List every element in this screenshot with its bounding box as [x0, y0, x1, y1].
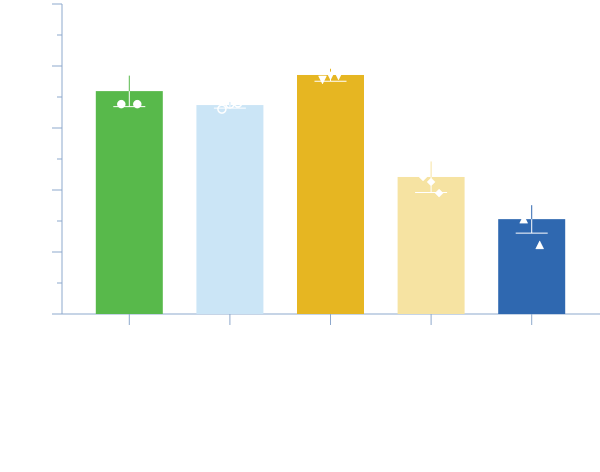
data-point	[418, 172, 428, 182]
data-point	[133, 99, 142, 109]
bar	[498, 219, 566, 314]
bar	[196, 105, 264, 314]
data-point	[117, 99, 126, 109]
data-point	[426, 177, 436, 187]
data-point	[326, 71, 335, 81]
data-point	[535, 240, 545, 250]
bar	[95, 91, 163, 314]
data-point	[217, 104, 227, 114]
data-point	[519, 214, 529, 224]
error-bar	[515, 205, 548, 234]
data-point	[434, 188, 444, 198]
data-point	[334, 71, 343, 81]
data-point	[318, 75, 327, 85]
bar	[397, 176, 465, 314]
data-point	[233, 98, 243, 108]
bar	[297, 74, 364, 315]
